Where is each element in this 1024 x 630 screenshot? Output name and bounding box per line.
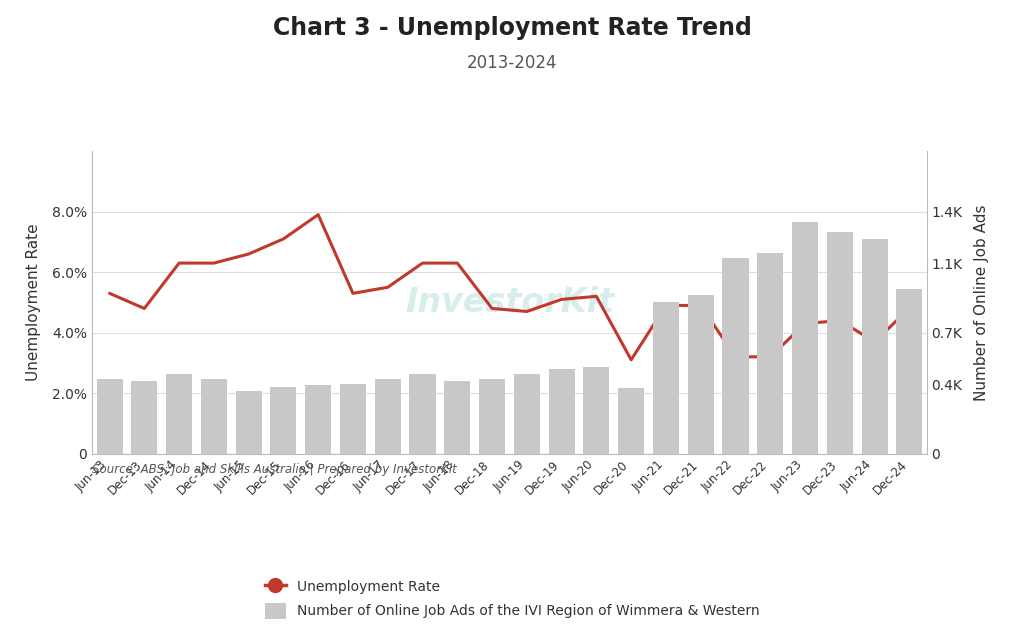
Bar bbox=[236, 391, 262, 454]
Bar bbox=[861, 239, 888, 454]
Text: InvestorKit: InvestorKit bbox=[404, 286, 614, 319]
Bar bbox=[653, 302, 679, 454]
Bar bbox=[96, 379, 123, 454]
Bar bbox=[688, 295, 714, 454]
Text: Chart 3 - Unemployment Rate Trend: Chart 3 - Unemployment Rate Trend bbox=[272, 16, 752, 40]
Bar bbox=[757, 253, 783, 454]
Bar bbox=[270, 387, 297, 454]
Bar bbox=[444, 381, 470, 454]
Bar bbox=[340, 384, 366, 454]
Bar bbox=[549, 369, 574, 454]
Bar bbox=[722, 258, 749, 454]
Bar bbox=[792, 222, 818, 454]
Bar bbox=[375, 379, 400, 454]
Bar bbox=[826, 232, 853, 454]
Text: 2013-2024: 2013-2024 bbox=[467, 54, 557, 72]
Bar bbox=[618, 388, 644, 454]
Bar bbox=[479, 379, 505, 454]
Bar bbox=[896, 289, 923, 454]
Bar bbox=[201, 379, 227, 454]
Y-axis label: Unemployment Rate: Unemployment Rate bbox=[26, 224, 41, 381]
Y-axis label: Number of Online Job Ads: Number of Online Job Ads bbox=[974, 204, 989, 401]
Text: Source: ABS; Job and Skills Australia | Prepared by InvestorKit: Source: ABS; Job and Skills Australia | … bbox=[92, 463, 457, 476]
Legend: Unemployment Rate, Number of Online Job Ads of the IVI Region of Wimmera & Weste: Unemployment Rate, Number of Online Job … bbox=[260, 575, 764, 623]
Bar bbox=[305, 386, 331, 454]
Bar bbox=[514, 374, 540, 454]
Bar bbox=[166, 374, 193, 454]
Bar bbox=[131, 381, 158, 454]
Bar bbox=[410, 374, 435, 454]
Bar bbox=[584, 367, 609, 454]
